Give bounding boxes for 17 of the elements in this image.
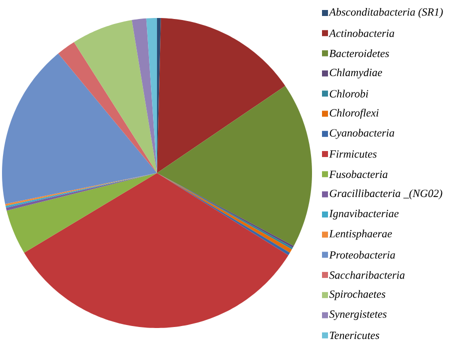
legend-label: Chlorobi (330, 90, 368, 98)
legend-label: Saccharibacteria (329, 271, 405, 279)
legend-label: Chlamydiae (330, 68, 382, 78)
legend-label: Cyanobacteria (330, 128, 394, 139)
legend-label: Proteobacteria (329, 250, 395, 259)
legend-label: Absconditabacteria (SR1) (328, 8, 443, 18)
legend-label: Lentisphaerae (329, 230, 392, 240)
legend-label: Chloroflexi (330, 108, 379, 119)
legend-label: Tenericutes (330, 332, 380, 340)
legend-label: Firmicutes (329, 150, 377, 158)
legend-label: Gracillibacteria _(NG02) (330, 189, 442, 200)
legend-label: Actinobacteria (328, 29, 394, 38)
legend-label: Fusobacteria (329, 170, 388, 178)
legend-label: Bacteroidetes (329, 49, 389, 58)
legend-label: Spirochaetes (329, 290, 386, 300)
legend-label: Synergistetes (329, 310, 387, 320)
legend-label: Ignavibacteriae (329, 210, 399, 220)
